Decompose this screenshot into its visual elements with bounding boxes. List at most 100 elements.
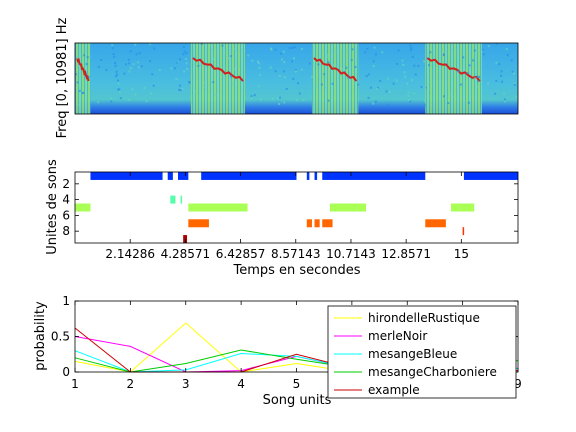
spectrogram-speckle: [423, 60, 426, 63]
spectrogram-speckle: [230, 55, 233, 58]
spectrogram-speckle: [293, 46, 296, 49]
spectrogram-speckle: [379, 79, 382, 82]
spectrogram-speckle: [457, 70, 460, 73]
units-plot-area: [75, 172, 518, 243]
spectrogram-speckle: [423, 104, 426, 107]
unit-segment: [425, 219, 446, 228]
unit-segment: [188, 219, 209, 228]
spectrogram-speckle: [259, 98, 262, 101]
spectrogram-speckle: [145, 100, 148, 103]
unit-segment: [167, 171, 173, 180]
spectrogram-speckle: [392, 82, 395, 85]
spectrogram-speckle: [411, 79, 414, 82]
spectrogram-speckle: [128, 70, 131, 73]
spectrogram-speckle: [81, 92, 84, 95]
legend-label: example: [368, 383, 420, 397]
spectrogram-speckle: [510, 59, 513, 62]
spectrogram-speckle: [185, 52, 188, 55]
prob-xtick-label: 1: [71, 377, 79, 391]
spectrogram-speckle: [420, 85, 423, 88]
spectrogram-speckle: [288, 47, 291, 50]
units-frame: [74, 171, 519, 244]
spectrogram-speckle: [227, 57, 230, 60]
spectrogram-speckle: [118, 91, 121, 94]
spectrogram-speckle: [129, 50, 132, 53]
spectrogram-speckle: [176, 61, 179, 64]
spectrogram-speckle: [413, 64, 416, 67]
spectrogram-speckle: [283, 61, 286, 64]
spectrogram-speckle: [117, 88, 120, 91]
spectrogram-speckle: [501, 80, 504, 83]
spectrogram-speckle: [158, 68, 161, 71]
spectrogram-speckle: [511, 70, 514, 73]
spectrogram-speckle: [114, 64, 117, 67]
spectrogram-speckle: [495, 79, 498, 82]
spectrogram-speckle: [186, 67, 189, 70]
spectrogram-speckle: [449, 93, 452, 96]
legend-box: [327, 305, 517, 399]
spectrogram-speckle: [376, 87, 379, 90]
spectrogram-speckle: [331, 64, 334, 67]
spectrogram-speckle: [495, 43, 498, 46]
spectrogram-speckle: [495, 61, 498, 64]
units-xtick-label: 2.14286: [105, 247, 155, 261]
spectrogram-speckle: [230, 75, 233, 78]
spectrogram-speckle: [109, 97, 112, 100]
spectrogram-speckle: [386, 77, 389, 80]
spectrogram-speckle: [76, 57, 79, 60]
spectrogram-speckle: [476, 85, 479, 88]
spectrogram-speckle: [127, 58, 130, 61]
spectrogram-speckle: [182, 46, 185, 49]
spectrogram-speckle: [253, 94, 256, 97]
spectrogram-speckle: [271, 97, 274, 100]
units-ytick-label: 4: [62, 193, 70, 207]
spectrogram-speckle: [151, 73, 154, 76]
spectrogram-speckle: [466, 72, 469, 75]
spectrogram-speckle: [179, 89, 182, 92]
spectrogram-speckle: [442, 54, 445, 57]
spectrogram-speckle: [385, 90, 388, 93]
spectrogram-speckle: [197, 64, 200, 67]
spectrogram-speckle: [373, 46, 376, 49]
spectrogram-speckle: [474, 77, 477, 80]
spectrogram-speckle: [500, 70, 503, 73]
spectrogram-speckle: [173, 67, 176, 70]
spectrogram-speckle: [170, 67, 173, 70]
legend-label: mesangeBleue: [368, 347, 457, 361]
spectrogram-speckle: [117, 82, 120, 85]
spectrogram-speckle: [140, 65, 143, 68]
spectrogram-speckle: [270, 47, 273, 50]
spectrogram-speckle: [293, 57, 296, 60]
unit-segment: [322, 219, 333, 228]
spectrogram-speckle: [297, 82, 300, 85]
spectrogram-speckle: [185, 62, 188, 65]
spectrogram-speckle: [291, 46, 294, 49]
spectrogram-speckle: [124, 63, 127, 66]
spectrogram-speckle: [396, 62, 399, 65]
spectrogram-speckle: [78, 89, 81, 92]
spectrogram-speckle: [277, 97, 280, 100]
spectrogram-speckle: [388, 90, 391, 93]
spectrogram-speckle: [150, 92, 153, 95]
spectrogram-speckle: [513, 83, 516, 86]
spectrogram-speckle: [334, 51, 337, 54]
legend-label: mesangeCharboniere: [368, 365, 497, 379]
unit-segment: [75, 203, 91, 212]
spectrogram-speckle: [115, 70, 118, 73]
spectrogram-speckle: [462, 56, 465, 59]
units-xtick-label: 10.7143: [326, 247, 376, 261]
spectrogram-speckle: [336, 64, 339, 67]
prob-ytick-label: 1: [62, 294, 70, 308]
spectrogram-speckle: [234, 47, 237, 50]
units-xtick-label: 6.42857: [216, 247, 266, 261]
spectrogram-speckle: [250, 95, 253, 98]
spectrogram-speckle: [247, 54, 250, 57]
prob-xtick-label: 5: [293, 377, 301, 391]
spectrogram-speckle: [131, 88, 134, 91]
spectrogram-speckle: [292, 77, 295, 80]
spectrogram-speckle: [123, 72, 126, 75]
spectrogram-speckle: [500, 74, 503, 77]
spectrogram-speckle: [423, 99, 426, 102]
spectrogram-speckle: [209, 44, 212, 47]
spectrogram-speckle: [503, 100, 506, 103]
